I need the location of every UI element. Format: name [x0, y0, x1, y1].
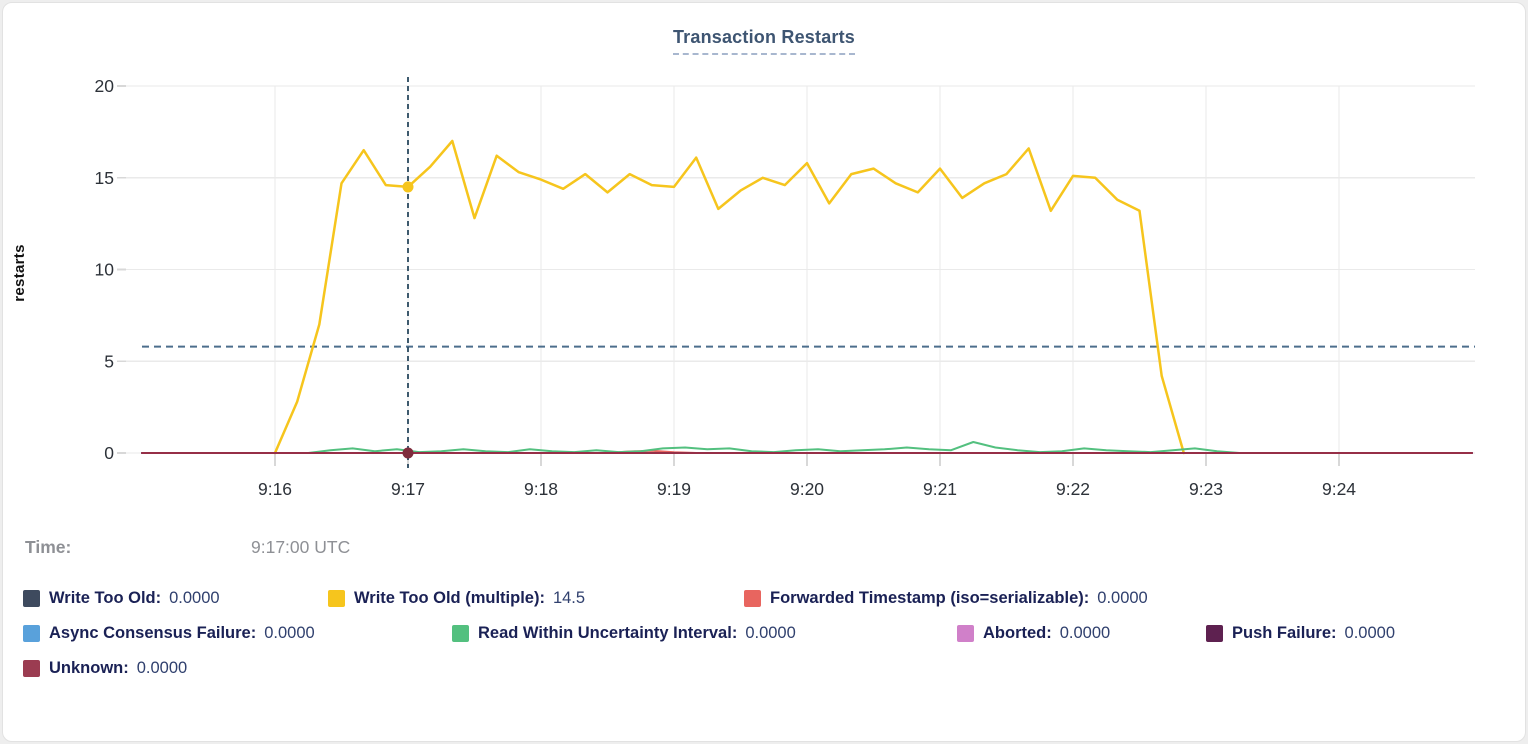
- legend-item-push-failure[interactable]: Push Failure: 0.0000: [1206, 624, 1395, 643]
- legend-value: 0.0000: [1344, 624, 1395, 642]
- chart-legend: Write Too Old: 0.0000 Write Too Old (multi…: [23, 589, 1505, 694]
- transaction-restarts-chart[interactable]: 0 5 10 15 20 9:16 9:17 9:18 9:19 9:20 9:21 9:22 9:23…: [3, 63, 1526, 513]
- legend-value: 0.0000: [745, 624, 796, 642]
- legend-label: Write Too Old:: [49, 589, 162, 607]
- time-value: 9:17:00 UTC: [251, 537, 351, 557]
- x-tick-label: 9:24: [1322, 479, 1356, 499]
- legend-label: Push Failure:: [1232, 624, 1337, 642]
- legend-value: 0.0000: [1097, 589, 1148, 607]
- hover-dot: [402, 181, 414, 193]
- x-tick-label: 9:22: [1056, 479, 1090, 499]
- legend-row: Unknown: 0.0000: [23, 659, 1505, 678]
- series-line-write-too-old-multiple: [273, 139, 1186, 455]
- x-tick-label: 9:23: [1189, 479, 1223, 499]
- legend-item-aborted[interactable]: Aborted: 0.0000: [957, 624, 1206, 643]
- legend-row: Write Too Old: 0.0000 Write Too Old (multi…: [23, 589, 1505, 608]
- legend-label: Write Too Old (multiple):: [354, 589, 545, 607]
- legend-swatch: [23, 660, 40, 677]
- chart-title[interactable]: Transaction Restarts: [672, 27, 856, 55]
- legend-value: 0.0000: [264, 624, 315, 642]
- legend-swatch: [23, 625, 40, 642]
- x-tick-label: 9:16: [258, 479, 292, 499]
- legend-item-write-too-old-multiple[interactable]: Write Too Old (multiple): 14.5: [328, 589, 744, 608]
- legend-value: 0.0000: [169, 589, 220, 607]
- legend-value: 0.0000: [1059, 624, 1111, 642]
- x-tick-label: 9:20: [790, 479, 824, 499]
- legend-item-read-within-uncertainty-interval[interactable]: Read Within Uncertainty Interval: 0.0000: [452, 624, 957, 643]
- legend-swatch: [957, 625, 974, 642]
- legend-value: 0.0000: [136, 659, 188, 677]
- y-tick-label: 0: [104, 443, 114, 463]
- legend-label: Async Consensus Failure:: [49, 624, 257, 642]
- chart-header: Transaction Restarts: [3, 27, 1525, 55]
- legend-item-forwarded-timestamp-iso-serializable[interactable]: Forwarded Timestamp (iso=serializable): 0…: [744, 589, 1148, 608]
- legend-item-write-too-old[interactable]: Write Too Old: 0.0000: [23, 589, 328, 608]
- legend-label: Read Within Uncertainty Interval:: [478, 624, 738, 642]
- y-tick-label: 10: [95, 260, 115, 280]
- legend-item-unknown[interactable]: Unknown: 0.0000: [23, 659, 187, 678]
- legend-swatch: [452, 625, 469, 642]
- x-tick-label: 9:18: [524, 479, 558, 499]
- y-tick-label: 15: [95, 168, 114, 188]
- series-line-read-within-uncertainty-interval: [307, 441, 1241, 454]
- legend-label: Aborted:: [983, 624, 1052, 642]
- legend-label: Unknown:: [49, 659, 129, 677]
- legend-label: Forwarded Timestamp (iso=serializable):: [770, 589, 1090, 607]
- x-tick-label: 9:21: [923, 479, 957, 499]
- x-tick-label: 9:17: [391, 479, 425, 499]
- legend-swatch: [328, 590, 345, 607]
- y-tick-label: 5: [104, 351, 114, 371]
- x-tick-label: 9:19: [657, 479, 691, 499]
- legend-row: Async Consensus Failure: 0.0000 Read Withi…: [23, 624, 1505, 643]
- legend-item-async-consensus-failure[interactable]: Async Consensus Failure: 0.0000: [23, 624, 452, 643]
- legend-swatch: [1206, 625, 1223, 642]
- legend-swatch: [744, 590, 761, 607]
- legend-value: 14.5: [552, 589, 586, 607]
- hover-dot: [402, 447, 414, 459]
- time-label: Time:: [25, 537, 72, 557]
- legend-swatch: [23, 590, 40, 607]
- y-tick-label: 20: [95, 76, 115, 96]
